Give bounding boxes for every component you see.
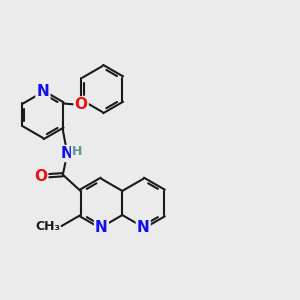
Text: O: O — [34, 169, 47, 184]
Text: N: N — [95, 220, 108, 235]
Text: H: H — [71, 145, 82, 158]
Text: N: N — [37, 85, 49, 100]
Text: N: N — [61, 146, 74, 161]
Text: CH₃: CH₃ — [35, 220, 60, 232]
Text: N: N — [137, 220, 150, 235]
Text: O: O — [75, 98, 88, 112]
